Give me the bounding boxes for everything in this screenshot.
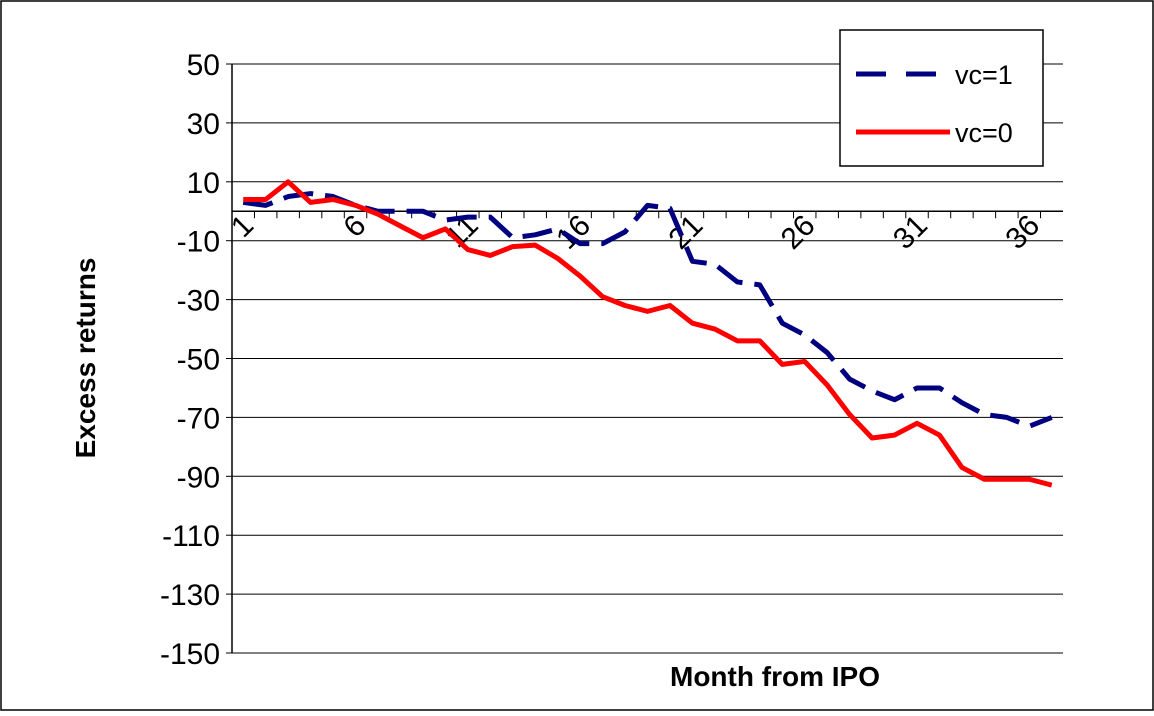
y-tick-label: -130 <box>160 579 220 612</box>
y-tick-label: -30 <box>177 285 220 318</box>
y-tick-label: -150 <box>160 638 220 671</box>
y-tick-label: 30 <box>187 108 220 141</box>
y-tick-label: -90 <box>177 461 220 494</box>
y-tick-label: 10 <box>187 167 220 200</box>
legend-box <box>839 29 1044 167</box>
line-series <box>242 191 1053 429</box>
y-tick-label: 50 <box>187 49 220 82</box>
y-tick-label: -10 <box>177 226 220 259</box>
legend: vc=1 vc=0 <box>839 29 1044 167</box>
legend-label: vc=1 <box>955 60 1013 90</box>
legend-label: vc=0 <box>955 118 1013 148</box>
y-tick-label: -70 <box>177 402 220 435</box>
y-axis-label: Excess returns <box>70 258 101 459</box>
x-axis-label: Month from IPO <box>670 661 880 692</box>
y-tick-label: -110 <box>162 520 220 553</box>
y-tick-label: -50 <box>177 344 220 377</box>
line-series <box>243 179 1053 488</box>
